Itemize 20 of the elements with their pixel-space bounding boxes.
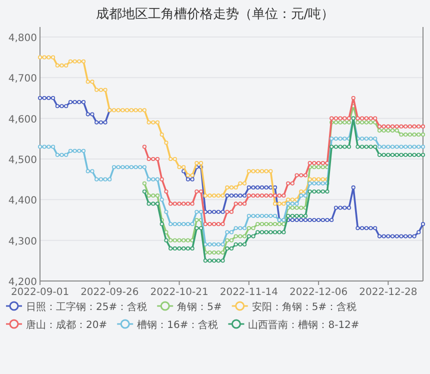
x-tick-label: 2022-09-01 — [10, 287, 70, 298]
y-tick-label: 4,300 — [8, 236, 37, 248]
y-tick-label: 4,400 — [8, 196, 37, 207]
x-tick-label: 2022-10-21 — [150, 287, 208, 298]
legend-label: 角钢：5# — [177, 301, 222, 313]
y-tick-label: 4,700 — [8, 74, 37, 85]
legend-label: 唐山：成都：20# — [26, 319, 108, 331]
x-tick-label: 2022-11-14 — [220, 287, 278, 298]
y-tick-label: 4,800 — [8, 33, 37, 44]
y-tick-label: 4,500 — [8, 155, 37, 166]
legend-label: 槽钢：16#：含税 — [137, 319, 218, 331]
legend-label: 山西晋南：槽钢：8-12# — [248, 319, 360, 331]
title: 成都地区工角槽价格走势（单位：元/吨） — [96, 7, 334, 22]
x-tick-label: 2022-09-26 — [80, 287, 139, 298]
y-tick-label: 4,200 — [8, 277, 37, 288]
x-tick-label: 2022-12-28 — [359, 287, 418, 298]
x-tick-label: 2022-12-06 — [289, 287, 348, 298]
legend-label: 日照：工字钢：25#：含税 — [26, 301, 148, 313]
y-tick-label: 4,600 — [8, 114, 37, 126]
legend-label: 安阳：角钢：5#：含税 — [252, 301, 357, 313]
